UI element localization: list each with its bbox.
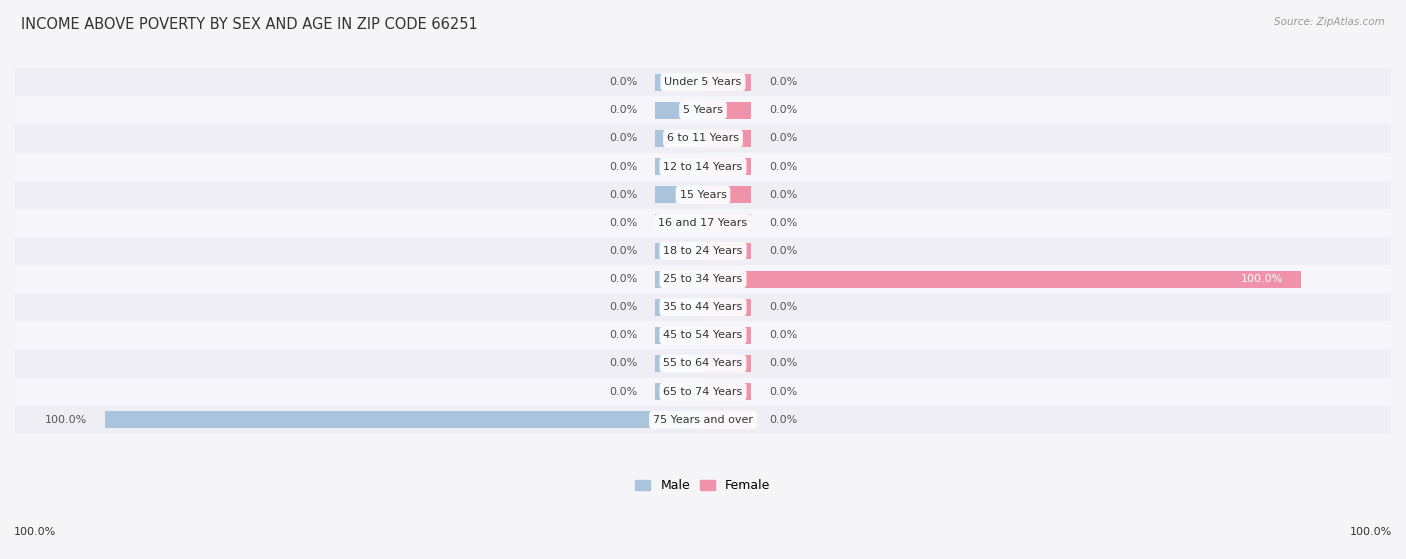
Text: 0.0%: 0.0% xyxy=(769,105,797,115)
Text: 0.0%: 0.0% xyxy=(609,190,637,200)
Bar xyxy=(703,102,751,119)
Text: 0.0%: 0.0% xyxy=(609,246,637,256)
Text: 0.0%: 0.0% xyxy=(769,162,797,172)
Text: 15 Years: 15 Years xyxy=(679,190,727,200)
Bar xyxy=(655,102,703,119)
Text: 0.0%: 0.0% xyxy=(769,77,797,87)
Bar xyxy=(655,327,703,344)
Text: 0.0%: 0.0% xyxy=(769,302,797,312)
Bar xyxy=(655,158,703,175)
Text: 0.0%: 0.0% xyxy=(609,274,637,284)
Text: 35 to 44 Years: 35 to 44 Years xyxy=(664,302,742,312)
Text: 45 to 54 Years: 45 to 54 Years xyxy=(664,330,742,340)
Bar xyxy=(655,186,703,203)
Bar xyxy=(703,299,751,316)
Text: 100.0%: 100.0% xyxy=(1350,527,1392,537)
Text: Source: ZipAtlas.com: Source: ZipAtlas.com xyxy=(1274,17,1385,27)
Bar xyxy=(703,158,751,175)
Bar xyxy=(703,383,751,400)
Bar xyxy=(15,181,1391,209)
Text: 0.0%: 0.0% xyxy=(769,190,797,200)
Bar xyxy=(15,209,1391,237)
Bar xyxy=(15,293,1391,321)
Text: 0.0%: 0.0% xyxy=(609,387,637,397)
Bar xyxy=(703,327,751,344)
Text: 6 to 11 Years: 6 to 11 Years xyxy=(666,134,740,144)
Text: 75 Years and over: 75 Years and over xyxy=(652,415,754,425)
Text: 0.0%: 0.0% xyxy=(609,77,637,87)
Bar xyxy=(15,68,1391,96)
Bar xyxy=(655,299,703,316)
Bar xyxy=(655,243,703,259)
Text: 100.0%: 100.0% xyxy=(1241,274,1284,284)
Legend: Male, Female: Male, Female xyxy=(630,474,776,497)
Bar xyxy=(15,96,1391,125)
Bar xyxy=(15,406,1391,434)
Text: 0.0%: 0.0% xyxy=(609,302,637,312)
Bar xyxy=(104,411,703,428)
Text: 100.0%: 100.0% xyxy=(45,415,87,425)
Bar xyxy=(655,74,703,91)
Text: 0.0%: 0.0% xyxy=(769,134,797,144)
Text: INCOME ABOVE POVERTY BY SEX AND AGE IN ZIP CODE 66251: INCOME ABOVE POVERTY BY SEX AND AGE IN Z… xyxy=(21,17,478,32)
Bar xyxy=(703,74,751,91)
Bar xyxy=(703,186,751,203)
Text: 0.0%: 0.0% xyxy=(769,358,797,368)
Text: 16 and 17 Years: 16 and 17 Years xyxy=(658,218,748,228)
Text: 0.0%: 0.0% xyxy=(769,218,797,228)
Bar xyxy=(703,271,1302,287)
Text: 5 Years: 5 Years xyxy=(683,105,723,115)
Bar xyxy=(15,377,1391,406)
Bar xyxy=(15,125,1391,153)
Text: 0.0%: 0.0% xyxy=(769,387,797,397)
Bar xyxy=(703,215,751,231)
Text: 12 to 14 Years: 12 to 14 Years xyxy=(664,162,742,172)
Text: 0.0%: 0.0% xyxy=(769,330,797,340)
Text: 0.0%: 0.0% xyxy=(769,246,797,256)
Bar xyxy=(655,215,703,231)
Text: 0.0%: 0.0% xyxy=(609,330,637,340)
Text: 0.0%: 0.0% xyxy=(609,105,637,115)
Text: 0.0%: 0.0% xyxy=(769,415,797,425)
Bar xyxy=(15,153,1391,181)
Bar xyxy=(655,130,703,147)
Bar xyxy=(703,243,751,259)
Text: 65 to 74 Years: 65 to 74 Years xyxy=(664,387,742,397)
Bar xyxy=(15,321,1391,349)
Text: 25 to 34 Years: 25 to 34 Years xyxy=(664,274,742,284)
Bar xyxy=(15,265,1391,293)
Bar xyxy=(703,130,751,147)
Text: 0.0%: 0.0% xyxy=(609,218,637,228)
Text: 55 to 64 Years: 55 to 64 Years xyxy=(664,358,742,368)
Text: 0.0%: 0.0% xyxy=(609,358,637,368)
Bar xyxy=(655,355,703,372)
Text: 100.0%: 100.0% xyxy=(14,527,56,537)
Text: 0.0%: 0.0% xyxy=(609,162,637,172)
Bar xyxy=(703,411,751,428)
Bar xyxy=(703,355,751,372)
Bar xyxy=(15,349,1391,377)
Bar xyxy=(655,383,703,400)
Bar xyxy=(655,271,703,287)
Text: 0.0%: 0.0% xyxy=(609,134,637,144)
Text: Under 5 Years: Under 5 Years xyxy=(665,77,741,87)
Bar xyxy=(15,237,1391,265)
Text: 18 to 24 Years: 18 to 24 Years xyxy=(664,246,742,256)
